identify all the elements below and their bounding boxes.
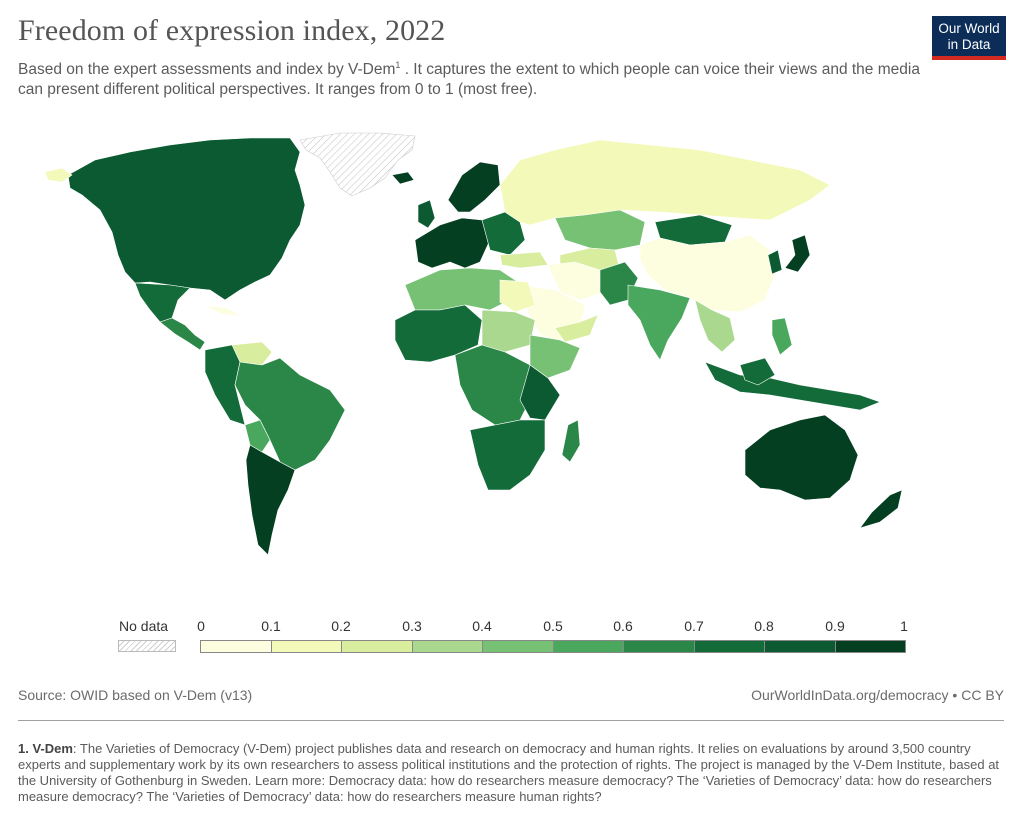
- legend-tick-label: 0.4: [472, 618, 492, 634]
- region-mexico[interactable]: [134, 282, 191, 323]
- region-colombia-peru[interactable]: [204, 344, 246, 426]
- region-india[interactable]: [627, 284, 691, 361]
- owid-logo[interactable]: Our World in Data: [932, 16, 1006, 60]
- region-greenland[interactable]: [299, 132, 416, 197]
- region-scandinavia[interactable]: [447, 161, 501, 213]
- legend-tick-label: 0.5: [543, 618, 563, 634]
- region-western-europe[interactable]: [414, 217, 491, 269]
- legend-bin[interactable]: [483, 641, 554, 652]
- region-korea[interactable]: [767, 249, 783, 275]
- legend-tick-label: 0.3: [402, 618, 422, 634]
- legend-color-scale: [200, 640, 906, 653]
- legend-tick-label: 0.9: [825, 618, 845, 634]
- subtitle-text: Based on the expert assessments and inde…: [18, 61, 396, 79]
- footnote: 1. V-Dem: The Varieties of Democracy (V-…: [18, 741, 1003, 805]
- region-bolivia[interactable]: [244, 419, 271, 453]
- region-uk[interactable]: [417, 199, 436, 229]
- legend-no-data-label: No data: [119, 618, 169, 634]
- region-borneo[interactable]: [739, 357, 776, 386]
- region-new-zealand[interactable]: [859, 489, 903, 529]
- legend-bin[interactable]: [835, 641, 905, 652]
- region-central-africa[interactable]: [454, 344, 536, 426]
- region-russia[interactable]: [499, 139, 831, 226]
- legend-bin[interactable]: [201, 641, 272, 652]
- footnote-ref[interactable]: 1: [395, 60, 401, 70]
- region-brazil[interactable]: [234, 357, 346, 471]
- region-sudan[interactable]: [481, 309, 536, 353]
- legend-tick-label: 0.1: [261, 618, 281, 634]
- legend-bin[interactable]: [624, 641, 695, 652]
- legend-tick-label: 0.2: [331, 618, 351, 634]
- region-argentina-chile[interactable]: [245, 444, 296, 556]
- region-southeast-asia[interactable]: [694, 299, 736, 353]
- chart-subtitle: Based on the expert assessments and inde…: [18, 55, 923, 100]
- logo-accent-bar: [932, 56, 1006, 60]
- logo-line-1: Our World: [938, 21, 1000, 36]
- legend-bin[interactable]: [694, 641, 765, 652]
- region-west-africa[interactable]: [394, 304, 483, 363]
- source-note: Source: OWID based on V-Dem (v13): [18, 687, 253, 703]
- footnote-text: : The Varieties of Democracy (V-Dem) pro…: [18, 741, 1000, 804]
- subtitle-text-cont: . It captures the extent to which people…: [18, 61, 920, 99]
- region-southern-africa[interactable]: [469, 419, 546, 491]
- region-yemen-oman[interactable]: [554, 314, 599, 343]
- legend-tick-label: 1: [900, 618, 908, 634]
- region-japan[interactable]: [784, 234, 811, 273]
- region-china[interactable]: [639, 234, 776, 313]
- legend-bin[interactable]: [412, 641, 483, 652]
- region-canada-usa[interactable]: [67, 137, 306, 301]
- legend-bin[interactable]: [342, 641, 413, 652]
- region-alaska-island[interactable]: [44, 167, 73, 183]
- legend-bin[interactable]: [271, 641, 342, 652]
- region-egypt[interactable]: [499, 279, 536, 313]
- divider: [18, 720, 1004, 721]
- legend-tick-label: 0.7: [684, 618, 704, 634]
- legend-bin[interactable]: [553, 641, 624, 652]
- source-link[interactable]: OurWorldInData.org/democracy • CC BY: [751, 687, 1004, 703]
- region-philippines[interactable]: [771, 317, 793, 356]
- region-madagascar[interactable]: [561, 419, 581, 463]
- legend-tick-label: 0: [197, 618, 205, 634]
- legend-no-data-swatch[interactable]: [118, 640, 176, 652]
- legend-bin[interactable]: [765, 641, 836, 652]
- region-iceland[interactable]: [391, 171, 415, 185]
- region-indonesia[interactable]: [704, 361, 881, 411]
- world-map[interactable]: [0, 100, 1024, 600]
- region-turkey[interactable]: [499, 251, 549, 269]
- region-central-america[interactable]: [159, 317, 206, 351]
- region-australia[interactable]: [744, 414, 859, 501]
- legend-tick-label: 0.8: [754, 618, 774, 634]
- logo-line-2: in Data: [947, 37, 991, 52]
- chart-title: Freedom of expression index, 2022: [18, 14, 446, 47]
- region-cuba[interactable]: [204, 305, 241, 317]
- legend-tick-label: 0.6: [613, 618, 633, 634]
- footnote-label: 1. V-Dem: [18, 741, 73, 756]
